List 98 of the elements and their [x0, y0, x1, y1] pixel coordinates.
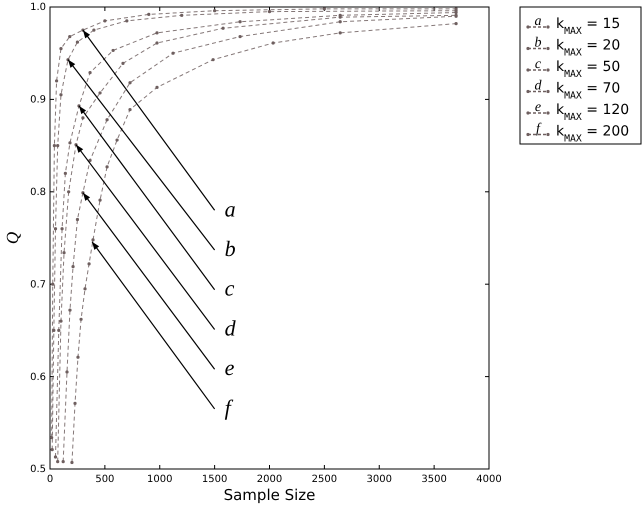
annotation: e: [224, 355, 235, 380]
x-tick-label: 4000: [476, 474, 502, 486]
point: [67, 190, 70, 194]
y-axis-title: Q: [3, 232, 22, 244]
x-tick-label: 500: [95, 474, 114, 486]
x-tick-label: 2000: [256, 474, 282, 486]
point: [211, 58, 215, 62]
x-tick-label: 3500: [421, 474, 447, 486]
point: [338, 20, 342, 24]
point: [54, 455, 58, 459]
point: [71, 265, 75, 268]
point: [88, 158, 92, 162]
point: [112, 48, 115, 52]
y-tick-label: 0.8: [30, 187, 46, 198]
text: f: [536, 122, 540, 136]
point: [76, 356, 80, 359]
point: [98, 198, 102, 202]
point: [81, 116, 85, 120]
point: [70, 460, 74, 464]
point: [115, 138, 119, 142]
y-tick-label: 0.5: [30, 464, 46, 476]
point: [180, 14, 184, 17]
point: [128, 81, 132, 84]
legend-label: k$_{MAX}$ = 50: [556, 59, 620, 80]
point: [57, 328, 60, 332]
point: [76, 40, 80, 44]
x-tick-label: 1000: [147, 474, 172, 486]
point: [268, 10, 272, 14]
annotation: f: [224, 394, 234, 420]
point: [52, 144, 56, 148]
annotation: c: [224, 276, 235, 301]
point: [238, 20, 242, 24]
point: [62, 460, 65, 464]
annotation: b: [224, 236, 236, 262]
point: [155, 86, 159, 89]
legend-label: k$_{MAX}$ = 15: [556, 16, 620, 36]
point: [50, 436, 54, 440]
point: [83, 287, 87, 290]
point: [68, 34, 72, 38]
point: [50, 448, 54, 452]
point: [54, 227, 58, 230]
text: d: [534, 78, 542, 94]
point: [98, 91, 102, 95]
point: [68, 141, 72, 144]
point: [454, 22, 458, 26]
point: [60, 227, 64, 230]
point: [238, 34, 242, 38]
text: a: [534, 14, 542, 29]
legend-label: k$_{MAX}$ = 200: [556, 124, 630, 144]
point: [54, 79, 58, 83]
y-tick-label: 0.9: [30, 94, 46, 106]
point: [59, 320, 63, 323]
point: [171, 52, 175, 55]
legend-label: k$_{MAX}$ = 20: [556, 38, 620, 58]
text: b: [534, 36, 542, 50]
x-tick-label: 2500: [312, 474, 338, 486]
point: [103, 19, 106, 22]
point: [87, 262, 91, 266]
point: [213, 9, 216, 12]
text: e: [534, 100, 542, 115]
text: c: [534, 57, 542, 72]
y-tick-label: 0.7: [30, 279, 46, 290]
point: [62, 251, 66, 254]
x-axis-title: Sample Size: [224, 486, 316, 504]
x-tick-label: 0: [46, 474, 54, 486]
point: [105, 165, 109, 168]
point: [272, 41, 275, 45]
annotation: a: [224, 196, 236, 222]
point: [88, 71, 92, 74]
legend-label: k$_{MAX}$ = 70: [556, 80, 620, 101]
point: [73, 402, 77, 405]
point: [128, 108, 132, 112]
point: [52, 328, 56, 332]
point: [155, 41, 159, 45]
point: [64, 172, 67, 175]
point: [68, 308, 72, 312]
point: [125, 19, 128, 22]
point: [155, 31, 159, 34]
point: [92, 28, 96, 32]
y-tick-label: 1.0: [30, 2, 46, 14]
annotation: d: [224, 315, 237, 340]
point: [147, 12, 150, 16]
point: [105, 118, 109, 122]
point: [56, 460, 60, 464]
legend-label: k$_{MAX}$ = 120: [556, 102, 630, 122]
point: [79, 318, 83, 321]
x-tick-label: 1500: [202, 474, 228, 486]
point: [76, 218, 80, 222]
point: [65, 370, 69, 374]
point: [221, 26, 225, 30]
y-tick-label: 0.6: [30, 372, 46, 383]
point: [59, 93, 63, 96]
point: [59, 46, 63, 50]
point: [56, 144, 60, 148]
x-tick-label: 3000: [366, 474, 392, 486]
point: [91, 238, 95, 242]
point: [338, 31, 342, 34]
point: [121, 62, 125, 65]
